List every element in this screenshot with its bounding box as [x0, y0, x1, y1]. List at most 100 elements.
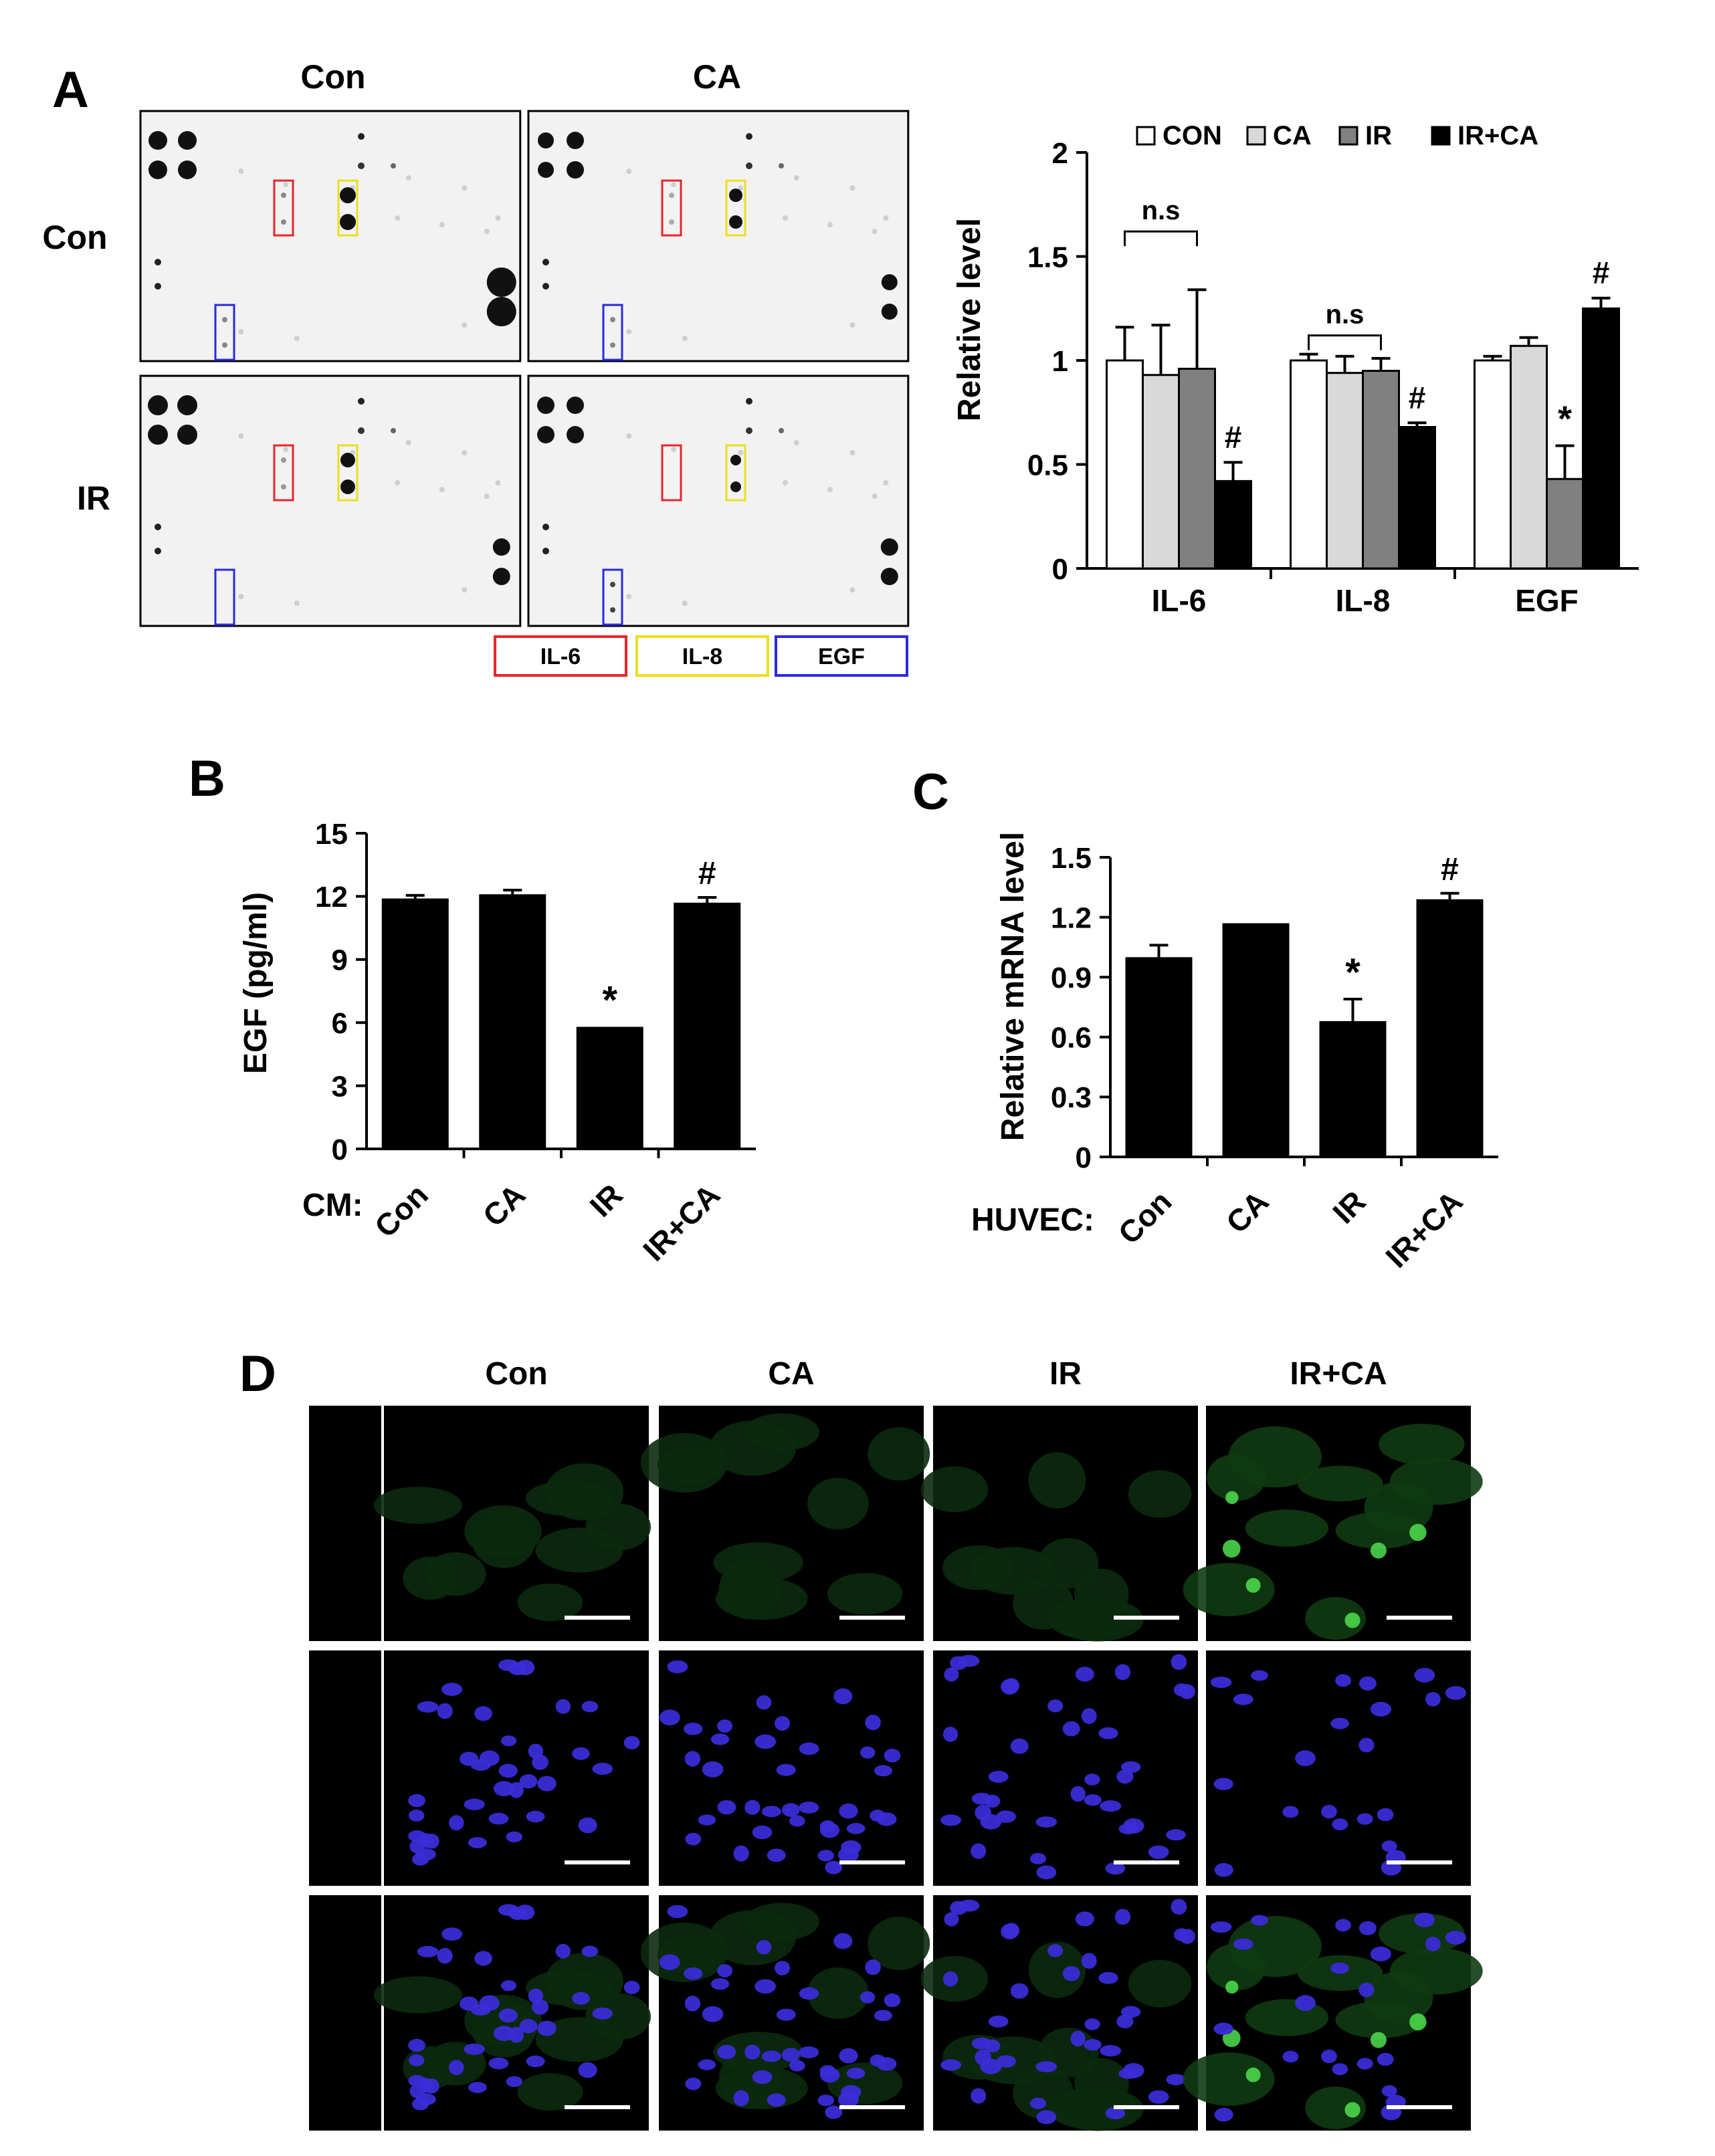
dapi-nucleus — [1100, 2045, 1122, 2057]
dapi-nucleus — [1282, 2050, 1299, 2063]
dapi-nucleus — [408, 2038, 426, 2052]
dapi-nucleus — [572, 1747, 590, 1760]
dapi-nucleus — [860, 1991, 876, 2004]
blot-spot — [542, 283, 549, 290]
blot-spot — [358, 163, 365, 169]
bar-ca — [1222, 923, 1290, 1157]
dapi-nucleus — [1166, 2074, 1186, 2086]
dapi-nucleus — [767, 2093, 786, 2107]
dapi-nucleus — [756, 1940, 772, 1955]
dapi-nucleus — [958, 1899, 980, 1912]
x-tick-label-ir: IR — [1326, 1184, 1372, 1230]
dapi-nucleus — [1414, 1913, 1435, 1927]
y-tick-label: 9 — [332, 944, 348, 977]
dapi-nucleus — [988, 2015, 1009, 2028]
ns-label: n.s — [1142, 196, 1181, 225]
dapi-nucleus — [498, 1763, 518, 1778]
egf-signal — [1379, 1913, 1465, 1954]
blot-row-label-con: Con — [42, 219, 107, 256]
dapi-nucleus — [1233, 1693, 1253, 1705]
dapi-nucleus — [468, 2082, 487, 2093]
dapi-nucleus — [684, 1723, 703, 1735]
dapi-nucleus — [508, 1782, 524, 1798]
egf-signal — [1245, 1509, 1329, 1547]
dapi-nucleus — [874, 1765, 892, 1777]
dapi-nucleus — [459, 1751, 479, 1766]
dapi-nucleus — [884, 1993, 901, 2008]
dapi-nucleus — [860, 1746, 876, 1759]
blot-faint-spot — [849, 322, 855, 328]
dapi-nucleus — [537, 1775, 557, 1792]
dapi-nucleus — [865, 1959, 881, 1975]
blot-egf-spot — [610, 342, 615, 348]
dapi-nucleus — [825, 1860, 843, 1874]
significance-mark: # — [1593, 255, 1610, 290]
blot-reference-spot — [567, 397, 584, 414]
blot-egf-box — [214, 568, 235, 626]
dapi-nucleus — [1084, 1794, 1102, 1806]
panel-d-row-label-merge: Merge — [328, 1969, 361, 2056]
dapi-nucleus — [528, 1743, 544, 1759]
dapi-nucleus — [756, 1695, 772, 1710]
dapi-nucleus — [819, 2067, 840, 2083]
blot-reference-spot — [486, 297, 516, 326]
blot-faint-spot — [872, 494, 878, 499]
dapi-nucleus — [1148, 2090, 1169, 2104]
egf-bright-spot — [1409, 1523, 1427, 1541]
dapi-nucleus — [1330, 1717, 1350, 1729]
egf-signal — [517, 2073, 583, 2111]
blot-faint-spot — [238, 594, 244, 599]
blot-faint-spot — [626, 169, 632, 174]
blot-background — [527, 110, 910, 362]
dapi-nucleus — [1148, 1845, 1169, 1859]
dapi-nucleus — [940, 1814, 962, 1826]
bar-il-6-ir-ca — [1214, 479, 1252, 570]
dapi-nucleus — [874, 2010, 892, 2022]
y-tick-label: 2 — [1052, 137, 1068, 170]
dapi-nucleus — [1075, 1666, 1094, 1682]
dapi-nucleus — [984, 2039, 1001, 2053]
dapi-nucleus — [437, 1947, 453, 1964]
dapi-nucleus — [578, 2062, 597, 2078]
blot-egf-box — [602, 568, 623, 626]
dapi-nucleus — [449, 2060, 464, 2076]
x-tick-label-con: Con — [368, 1177, 435, 1244]
dapi-nucleus — [488, 2057, 509, 2070]
dapi-nucleus — [781, 1803, 800, 1817]
panel-d-row-label-egf: EGF — [328, 1493, 361, 1553]
egf-signal — [1028, 1941, 1086, 1998]
dapi-nucleus — [572, 1991, 590, 2005]
blot-egf-box — [214, 304, 235, 361]
blot-spot — [358, 427, 365, 434]
dapi-nucleus — [752, 2070, 773, 2084]
dapi-nucleus — [754, 1979, 777, 1994]
egf-bright-spot — [1409, 2013, 1427, 2031]
dapi-nucleus — [702, 2006, 724, 2022]
ns-bracket — [1124, 230, 1198, 247]
dapi-nucleus — [667, 1660, 688, 1674]
x-tick-label-ir: IR — [583, 1177, 629, 1223]
blot-reference-spot — [148, 395, 168, 415]
dapi-nucleus — [944, 1912, 959, 1927]
dapi-nucleus — [493, 2026, 514, 2042]
dapi-nucleus — [1081, 1953, 1097, 1969]
dapi-nucleus — [733, 2090, 749, 2107]
blot-faint-spot — [238, 169, 244, 174]
blot-reference-spot — [492, 568, 510, 585]
egf-signal — [1207, 1454, 1266, 1501]
dapi-nucleus — [1233, 1938, 1253, 1950]
egf-signal — [464, 1505, 542, 1558]
y-tick-label: 1 — [1052, 345, 1068, 378]
dapi-nucleus — [506, 1831, 523, 1842]
blot-background — [527, 374, 910, 627]
panel-d: D Con CA IR IR+CA EGF DAPI Merge — [239, 1345, 1483, 2131]
significance-mark: * — [1345, 951, 1360, 994]
blot-faint-spot — [827, 487, 833, 492]
dapi-nucleus — [702, 1761, 724, 1777]
blot-faint-spot — [738, 185, 744, 191]
blot-faint-spot — [783, 215, 789, 221]
blot-membrane-con-ca — [527, 110, 910, 362]
dapi-nucleus — [817, 1850, 834, 1862]
legend-swatch-con — [1136, 126, 1156, 146]
dapi-nucleus — [1321, 1804, 1337, 1819]
